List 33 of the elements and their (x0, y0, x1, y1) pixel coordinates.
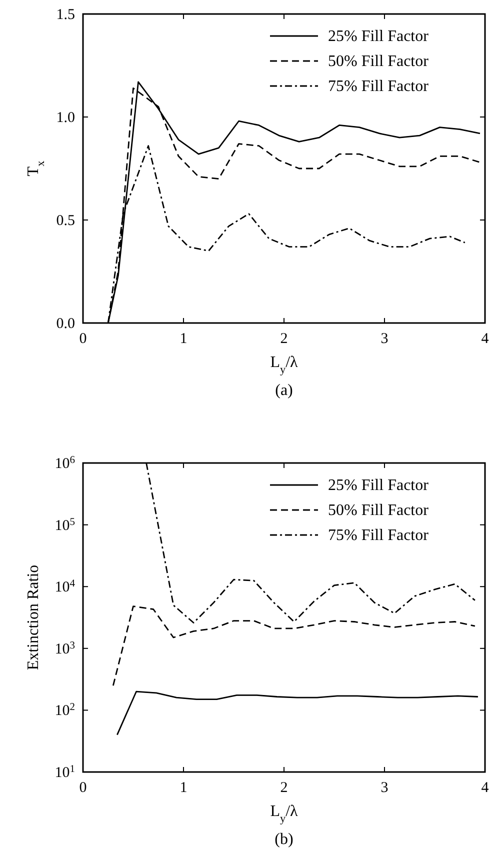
text: (a) (275, 382, 293, 399)
x-tick-label: 3 (380, 780, 388, 796)
y-tick-label: 0.0 (56, 316, 75, 332)
y-axis-title: Extinction Ratio (25, 564, 42, 670)
line-series (112, 606, 476, 686)
x-tick-label: 4 (481, 331, 490, 347)
legend-label: 50% Fill Factor (328, 53, 430, 70)
x-axis-title: L$_{y}$/λ (270, 354, 298, 376)
y-tick-label: 1.0 (56, 110, 75, 126)
legend-label: 75% Fill Factor (328, 527, 430, 544)
y-tick-label: 10$^{1}$ (54, 764, 75, 781)
x-axis-title: L$_{y}$/λ (270, 803, 298, 825)
legend-label: 75% Fill Factor (328, 78, 430, 95)
y-tick-label: 0.5 (56, 213, 75, 229)
y-tick-label: 10$^{2}$ (54, 702, 75, 720)
y-tick-label: 10$^{5}$ (54, 516, 75, 534)
y-tick-label: 1.5 (56, 7, 75, 23)
y-tick-label: 10$^{4}$ (54, 578, 76, 596)
x-tick-label: 2 (280, 780, 288, 796)
x-tick-label: 3 (380, 331, 388, 347)
x-tick-label: 0 (79, 780, 87, 796)
x-tick-label: 0 (79, 331, 87, 347)
legend-label: 25% Fill Factor (328, 477, 430, 494)
x-tick-label: 2 (280, 331, 288, 347)
x-tick-label: 1 (180, 331, 188, 347)
legend-label: 25% Fill Factor (328, 28, 430, 45)
x-tick-label: 4 (481, 780, 490, 796)
legend-label: 50% Fill Factor (328, 502, 430, 519)
text: (b) (274, 831, 294, 848)
x-tick-label: 1 (180, 780, 188, 796)
line-series (116, 690, 479, 736)
y-tick-label: 10$^{6}$ (54, 454, 75, 472)
y-tick-label: 10$^{3}$ (54, 640, 75, 658)
